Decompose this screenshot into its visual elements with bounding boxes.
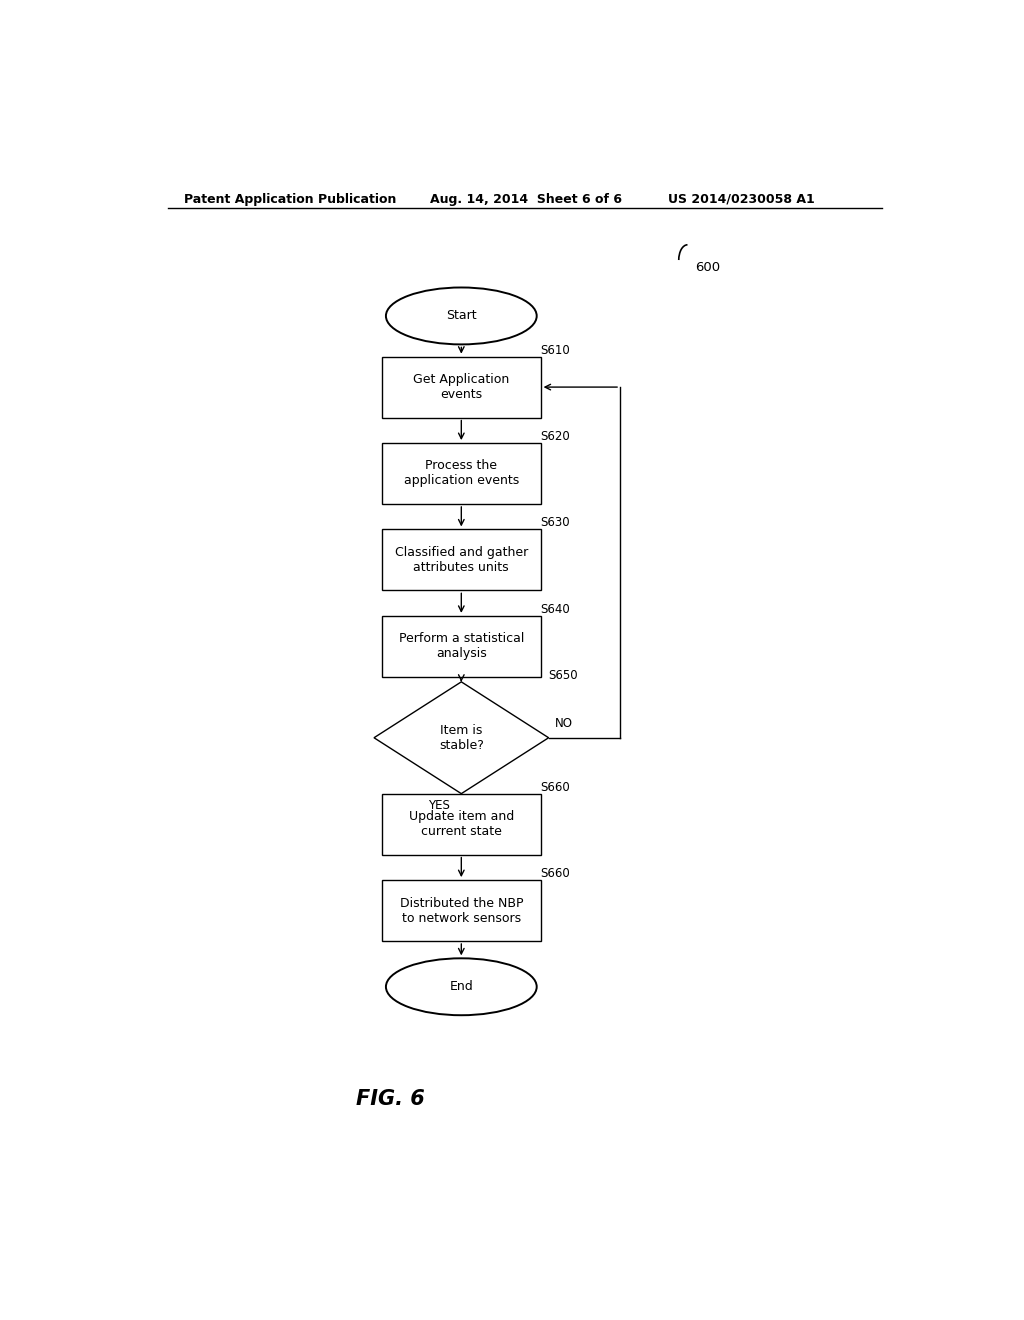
Text: Classified and gather
attributes units: Classified and gather attributes units xyxy=(394,546,528,574)
Text: End: End xyxy=(450,981,473,993)
Text: S620: S620 xyxy=(541,430,570,444)
Text: Item is
stable?: Item is stable? xyxy=(439,723,483,752)
Text: Patent Application Publication: Patent Application Publication xyxy=(183,193,396,206)
Text: S640: S640 xyxy=(541,603,570,615)
Text: S610: S610 xyxy=(541,343,570,356)
Text: S660: S660 xyxy=(541,867,570,880)
Text: Start: Start xyxy=(446,309,476,322)
FancyBboxPatch shape xyxy=(382,615,541,677)
Text: US 2014/0230058 A1: US 2014/0230058 A1 xyxy=(668,193,814,206)
Text: Perform a statistical
analysis: Perform a statistical analysis xyxy=(398,632,524,660)
Text: S650: S650 xyxy=(549,669,579,682)
Text: S660: S660 xyxy=(541,780,570,793)
FancyBboxPatch shape xyxy=(382,356,541,417)
Ellipse shape xyxy=(386,958,537,1015)
Polygon shape xyxy=(374,682,549,793)
Text: Aug. 14, 2014  Sheet 6 of 6: Aug. 14, 2014 Sheet 6 of 6 xyxy=(430,193,622,206)
FancyBboxPatch shape xyxy=(382,880,541,941)
FancyBboxPatch shape xyxy=(382,793,541,854)
Text: Update item and
current state: Update item and current state xyxy=(409,810,514,838)
Text: S630: S630 xyxy=(541,516,570,529)
Text: FIG. 6: FIG. 6 xyxy=(355,1089,424,1109)
Text: NO: NO xyxy=(555,717,573,730)
Text: YES: YES xyxy=(428,799,450,812)
Text: Process the
application events: Process the application events xyxy=(403,459,519,487)
FancyBboxPatch shape xyxy=(382,529,541,590)
FancyBboxPatch shape xyxy=(382,444,541,504)
Text: Get Application
events: Get Application events xyxy=(414,374,509,401)
Text: Distributed the NBP
to network sensors: Distributed the NBP to network sensors xyxy=(399,896,523,924)
Text: 600: 600 xyxy=(695,260,721,273)
Ellipse shape xyxy=(386,288,537,345)
